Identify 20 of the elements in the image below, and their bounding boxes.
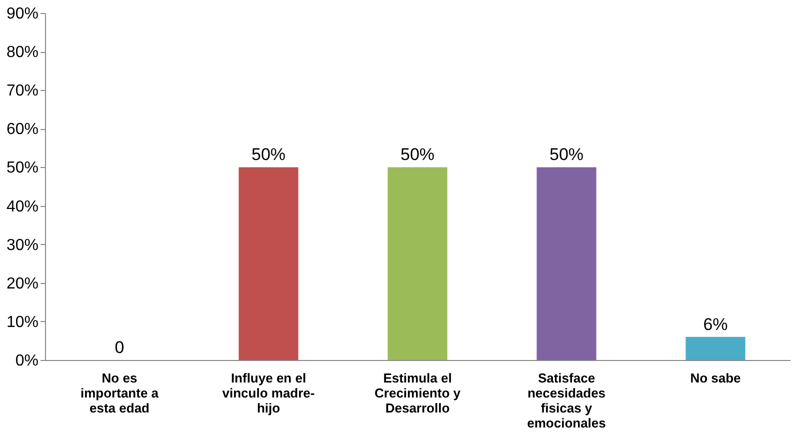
data-label: 0 xyxy=(114,338,124,357)
y-tick-label: 0% xyxy=(15,352,38,370)
x-tick-label: No sabe xyxy=(690,370,741,386)
y-tick-label: 90% xyxy=(6,6,38,22)
y-tick-label: 50% xyxy=(6,160,38,177)
y-tick-label: 20% xyxy=(6,275,38,292)
data-label: 50% xyxy=(251,145,286,164)
x-tick-label: Satisface necesidades fisicas y emocionales xyxy=(527,370,606,430)
x-tick-label: No es importante a esta edad xyxy=(80,370,160,416)
data-label: 6% xyxy=(703,314,728,334)
y-tick-label: 30% xyxy=(6,236,38,254)
x-tick-label: Estimula el Crecimiento y Desarrollo xyxy=(374,370,462,416)
x-tick-label: Influye en el vinculo madre-hijo xyxy=(222,370,315,416)
y-tick-label: 40% xyxy=(6,198,38,216)
data-label: 50% xyxy=(549,145,584,164)
data-label: 50% xyxy=(400,145,435,164)
y-tick-label: 60% xyxy=(6,121,38,138)
y-tick-label: 10% xyxy=(6,314,38,331)
y-tick-label: 70% xyxy=(6,82,38,100)
y-tick-label: 80% xyxy=(6,44,38,62)
